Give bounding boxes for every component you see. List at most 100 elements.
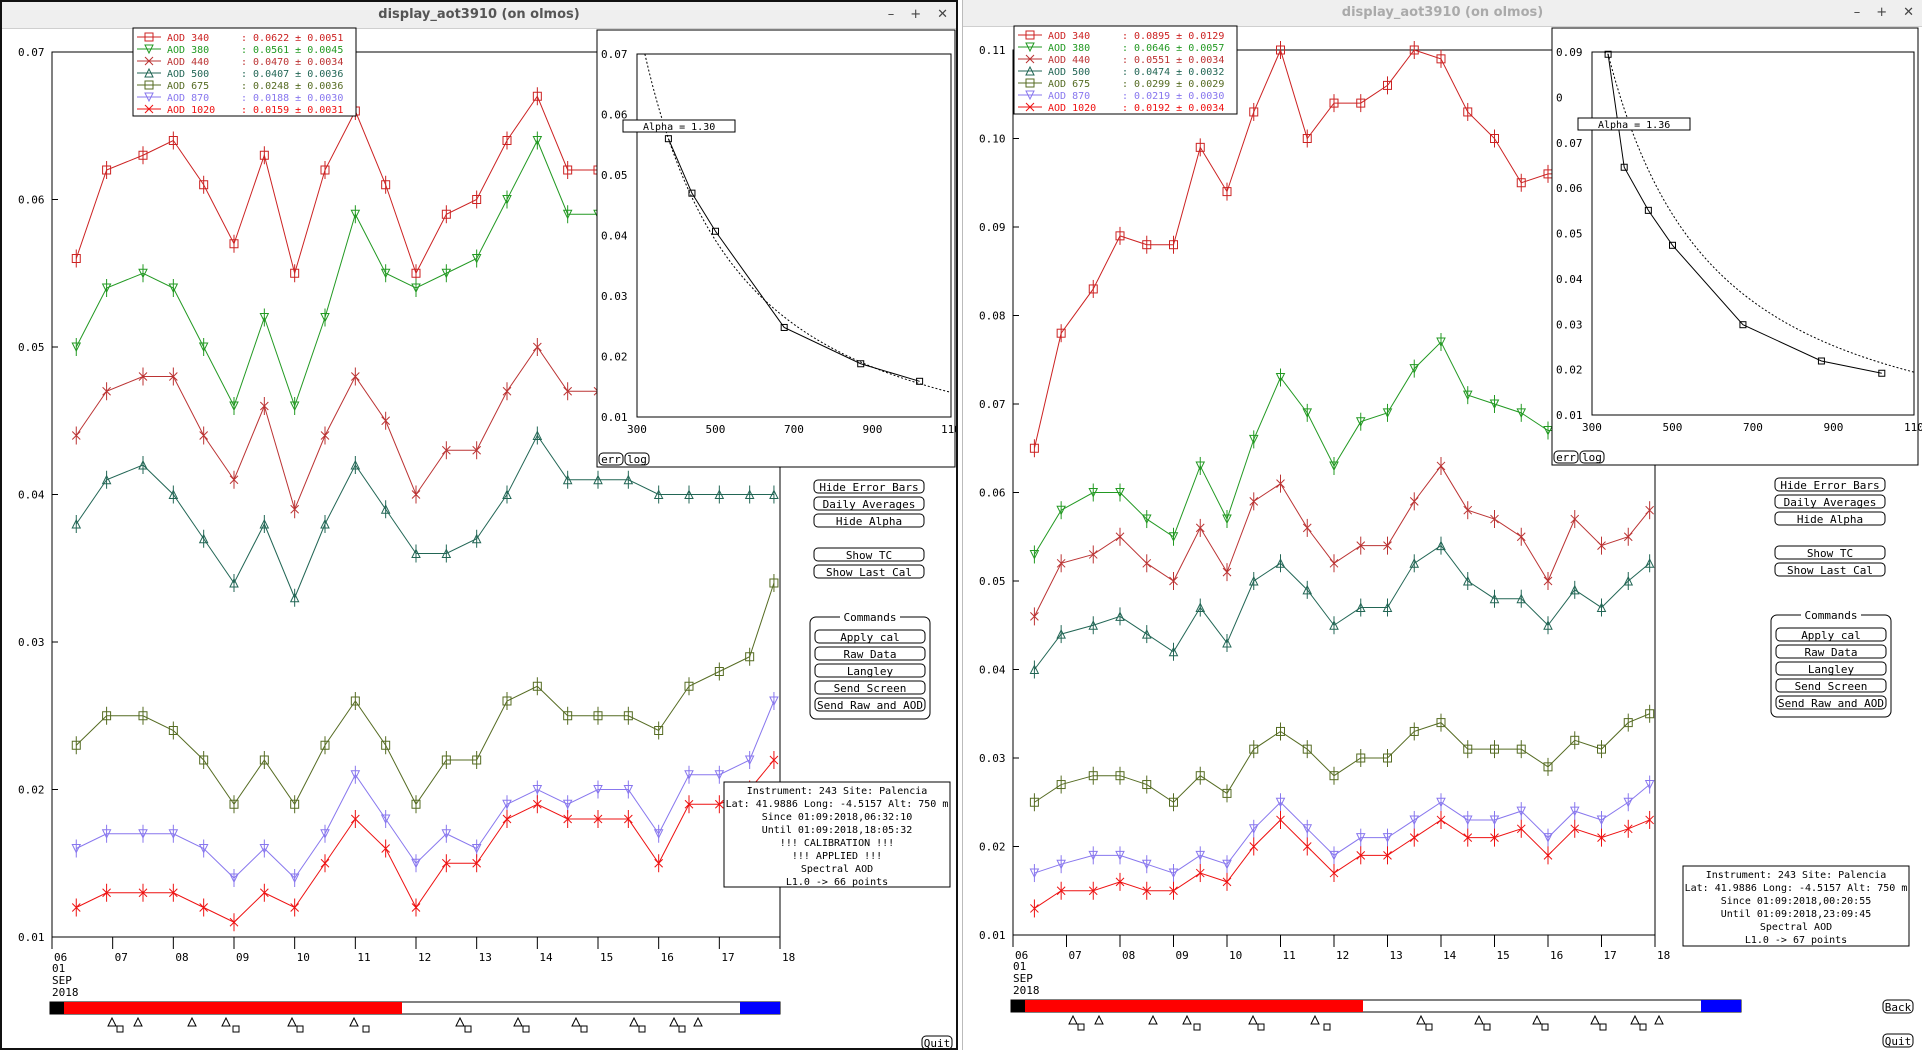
y-tick-label: 0.05 [979, 575, 1006, 588]
data-point [1195, 461, 1206, 472]
timeline-marker [1532, 1014, 1542, 1025]
log-button[interactable]: log [1579, 450, 1605, 464]
data-point [1409, 558, 1420, 568]
button-label: Raw Data [1805, 646, 1858, 659]
hide-alpha-button[interactable]: Hide Alpha [1774, 511, 1886, 526]
back-button[interactable]: Back [1882, 999, 1914, 1014]
data-point [199, 755, 209, 765]
daily-averages-button[interactable]: Daily Averages [1774, 494, 1886, 509]
data-point [1463, 107, 1473, 117]
button-label: Back [1885, 1001, 1912, 1014]
quit-button[interactable]: Quit [921, 1035, 953, 1050]
x-tick-label: 15 [1497, 949, 1510, 962]
y-tick-label: 0.02 [18, 784, 45, 797]
data-point [229, 917, 239, 927]
quit-button[interactable]: Quit [1882, 1033, 1914, 1048]
data-point [259, 401, 269, 411]
show-last-cal-button[interactable]: Show Last Cal [813, 564, 925, 579]
window-title-bar[interactable]: display_aot3910 (on olmos) – + ✕ [963, 0, 1922, 27]
timeline-marker [693, 1016, 703, 1027]
data-point [1088, 771, 1098, 781]
window-title-bar[interactable]: display_aot3910 (on olmos) – + ✕ [2, 2, 956, 29]
data-point [502, 489, 512, 499]
close-button[interactable]: ✕ [937, 7, 948, 22]
data-point [138, 459, 148, 470]
raw-data-button[interactable]: Raw Data [1775, 644, 1887, 659]
timeline-marker [571, 1016, 581, 1027]
maximize-button[interactable]: + [1876, 5, 1888, 20]
data-point [259, 150, 269, 160]
button-label: Langley [1808, 663, 1855, 676]
show-tc-button[interactable]: Show TC [813, 547, 925, 562]
timeline-marker [1310, 1014, 1320, 1025]
series-line [1034, 544, 1650, 670]
err-button[interactable]: err [598, 452, 624, 466]
legend-label: AOD 675 [167, 81, 209, 92]
info-line: L1.0 -> 67 points [1745, 935, 1847, 946]
langley-button[interactable]: Langley [814, 663, 926, 678]
close-button[interactable]: ✕ [1903, 5, 1914, 20]
data-point [1516, 824, 1526, 834]
minimize-button[interactable]: – [887, 7, 895, 22]
data-point [1489, 593, 1500, 604]
send-raw-and-aod-button[interactable]: Send Raw and AOD [1775, 695, 1887, 710]
plot-area[interactable]: 0.07 0.06 0.05 0.04 0.03 0.02 0.01 06 07 08 09 10 11… [2, 2, 958, 1050]
inset-x-tick-label: 300 [1582, 421, 1602, 434]
hide-error-bars-button[interactable]: Hide Error Bars [813, 479, 925, 494]
apply-cal-button[interactable]: Apply cal [814, 629, 926, 644]
inset-data-point [916, 377, 924, 385]
show-last-cal-button[interactable]: Show Last Cal [1774, 562, 1886, 577]
timeline-marker [669, 1016, 679, 1027]
data-point [1141, 514, 1152, 525]
hide-error-bars-button[interactable]: Hide Error Bars [1774, 477, 1886, 492]
send-screen-button[interactable]: Send Screen [1775, 678, 1887, 693]
x-tick-label: 08 [175, 951, 188, 964]
x-tick-label: 12 [418, 951, 431, 964]
inset-data-point [780, 323, 788, 331]
raw-data-button[interactable]: Raw Data [814, 646, 926, 661]
plot-area[interactable]: 0.11 0.10 0.09 0.08 0.07 0.06 0.05 0.04 0.03 0.02… [963, 0, 1922, 1050]
legend-marker [144, 80, 154, 90]
timeline-marker [1474, 1014, 1484, 1025]
data-point [441, 268, 452, 279]
data-point [1409, 45, 1419, 55]
apply-cal-button[interactable]: Apply cal [1775, 627, 1887, 642]
inset-y-tick-label: 0.02 [601, 351, 628, 364]
send-raw-and-aod-button[interactable]: Send Raw and AOD [814, 697, 926, 712]
data-point [1088, 620, 1099, 630]
data-point [1356, 753, 1366, 763]
data-point [380, 268, 391, 279]
err-button[interactable]: err [1553, 450, 1579, 464]
data-point [532, 136, 543, 146]
inset-x-tick-label: 500 [1663, 421, 1683, 434]
minimize-button[interactable]: – [1853, 5, 1861, 20]
send-screen-button[interactable]: Send Screen [814, 680, 926, 695]
timeline-marker [232, 1025, 240, 1033]
button-label: Show TC [1807, 547, 1853, 560]
maximize-button[interactable]: + [910, 7, 922, 22]
button-label: log [627, 453, 647, 466]
data-point [1462, 390, 1473, 401]
data-point [199, 431, 209, 440]
hide-alpha-button[interactable]: Hide Alpha [813, 513, 925, 528]
langley-button[interactable]: Langley [1775, 661, 1887, 676]
inset-y-tick-label: 0 [1556, 91, 1563, 104]
data-point [563, 711, 573, 721]
info-line: Until 01:09:2018,18:05:32 [762, 825, 913, 836]
data-point [593, 474, 603, 485]
data-point [1168, 868, 1179, 879]
data-point [168, 829, 179, 839]
data-point [1169, 576, 1178, 586]
button-label: Send Raw and AOD [1778, 697, 1884, 710]
log-button[interactable]: log [624, 452, 650, 466]
data-point [411, 799, 421, 809]
daily-averages-button[interactable]: Daily Averages [813, 496, 925, 511]
data-point [229, 577, 239, 588]
show-tc-button[interactable]: Show TC [1774, 545, 1886, 560]
data-point [1489, 815, 1500, 826]
data-point [101, 474, 112, 485]
data-point [320, 829, 330, 839]
data-point [1195, 771, 1205, 781]
legend-value: : 0.0299 ± 0.0029 [1122, 79, 1224, 90]
y-tick-label: 0.07 [979, 398, 1006, 411]
